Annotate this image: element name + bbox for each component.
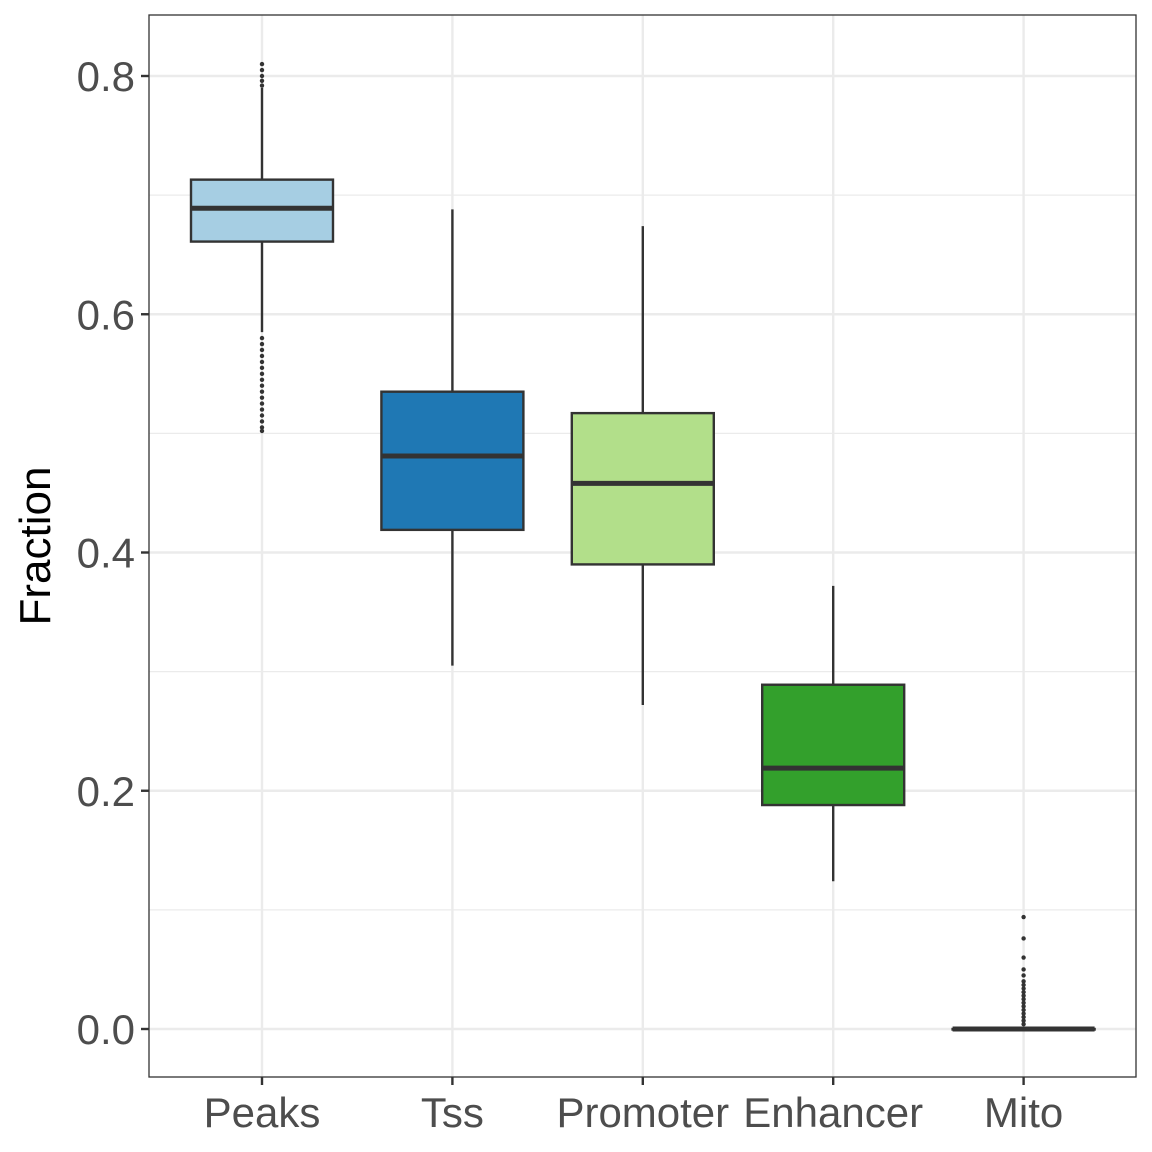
outlier-point — [1021, 936, 1026, 941]
boxes — [189, 61, 1096, 1032]
outlier-point — [1021, 1018, 1026, 1023]
outlier-point — [1021, 1011, 1026, 1016]
y-tick-label: 0.6 — [77, 291, 135, 338]
outlier-point — [259, 341, 265, 347]
y-tick-label: 0.4 — [77, 530, 135, 577]
outlier-point — [259, 377, 265, 382]
outlier-point — [259, 67, 265, 73]
outlier-point — [259, 395, 265, 400]
box-peaks — [189, 61, 335, 434]
box-iqr — [380, 390, 525, 532]
outlier-point — [259, 413, 265, 418]
outlier-point — [1021, 989, 1026, 995]
outlier-point — [259, 371, 265, 377]
outlier-point — [259, 365, 265, 371]
outlier-point — [1021, 993, 1026, 998]
outlier-point — [1021, 986, 1026, 991]
outlier-point — [1021, 967, 1026, 972]
outlier-point — [1021, 1014, 1026, 1020]
x-tick-label: Peaks — [204, 1089, 321, 1136]
outlier-point — [259, 428, 265, 434]
x-tick-label: Tss — [421, 1089, 484, 1136]
outlier-point — [1021, 914, 1026, 920]
outlier-point — [259, 61, 265, 67]
outlier-point — [259, 359, 265, 365]
box-tss — [380, 209, 525, 666]
y-tick-label: 0.2 — [77, 768, 135, 815]
axes: 0.0 0.2 0.4 0.6 0.8 Peaks Tss Promoter Enhancer M… — [77, 53, 1064, 1136]
box-enhancer — [761, 585, 906, 882]
x-tick-label: Enhancer — [743, 1089, 923, 1136]
x-tick-label: Mito — [984, 1089, 1063, 1136]
outlier-point — [259, 407, 265, 412]
outlier-point — [1021, 982, 1026, 988]
outlier-point — [1021, 1022, 1026, 1027]
box-iqr — [570, 411, 715, 566]
outlier-point — [259, 353, 265, 359]
outlier-point — [259, 419, 265, 424]
outlier-point — [259, 73, 265, 79]
outlier-point — [1021, 955, 1026, 960]
outlier-point — [1021, 979, 1026, 984]
box-mito — [951, 914, 1096, 1032]
outlier-point — [1021, 997, 1026, 1002]
outlier-point — [259, 335, 265, 341]
outlier-point — [1021, 1007, 1026, 1013]
outlier-point — [1021, 973, 1026, 978]
outlier-point — [1021, 1004, 1026, 1009]
y-tick-label: 0.8 — [77, 53, 135, 100]
outlier-point — [1021, 1000, 1026, 1005]
outlier-point — [259, 83, 265, 88]
x-tick-label: Promoter — [556, 1089, 729, 1136]
outlier-point — [259, 383, 265, 388]
box-promoter — [570, 226, 715, 705]
outlier-point — [259, 425, 265, 430]
y-tick-label: 0.0 — [77, 1006, 135, 1053]
outlier-point — [259, 389, 265, 394]
outlier-point — [259, 347, 265, 353]
y-axis-title: Fraction — [11, 467, 60, 626]
outlier-point — [259, 401, 265, 406]
box-iqr — [761, 683, 906, 807]
outlier-point — [259, 78, 265, 83]
